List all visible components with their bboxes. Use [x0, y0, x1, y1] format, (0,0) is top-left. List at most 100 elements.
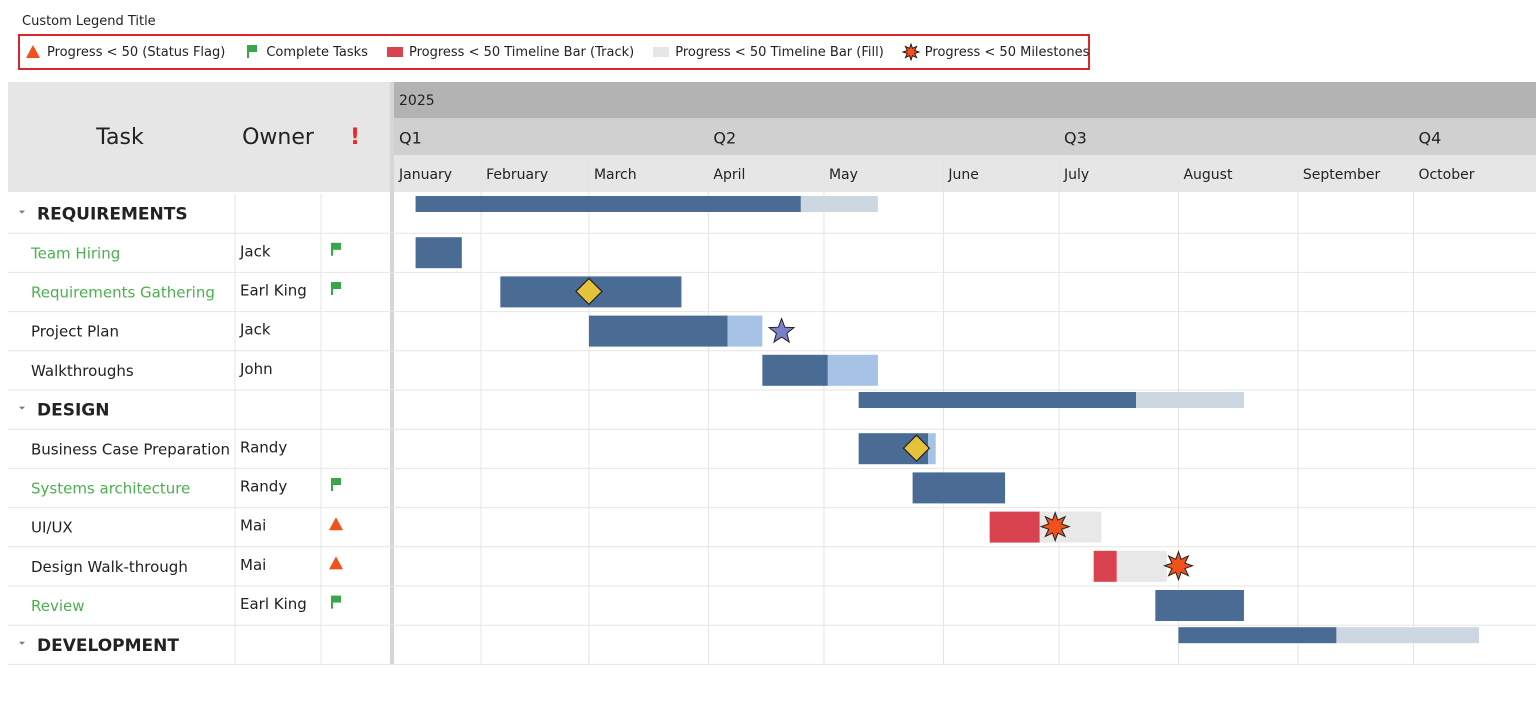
month-label: January [398, 167, 452, 183]
owner: Jack [239, 321, 271, 339]
legend-label: Progress < 50 (Status Flag) [47, 44, 226, 60]
group-name: DESIGN [37, 401, 109, 421]
collapse-caret [19, 210, 25, 214]
flag-cloth [333, 242, 341, 250]
month-label: March [594, 167, 637, 183]
legend-icon [26, 45, 40, 58]
milestone-diamond [575, 277, 603, 306]
flag-pole [331, 282, 333, 295]
column-header: ! [350, 125, 360, 150]
milestone-star [767, 317, 796, 344]
owner: Randy [240, 438, 287, 456]
progress-bar [762, 354, 828, 386]
progress-bar [858, 392, 1137, 408]
task-name: Requirements Gathering [31, 284, 215, 302]
owner: Mai [240, 556, 266, 574]
quarter-label: Q1 [399, 129, 422, 148]
quarter-label: Q4 [1418, 129, 1441, 148]
quarter-label: Q3 [1064, 129, 1087, 148]
owner: Jack [239, 242, 271, 260]
collapse-caret [19, 641, 25, 645]
flag-pole [247, 45, 250, 58]
legend-item: Progress < 50 (Status Flag) [24, 43, 225, 61]
grid-header [8, 82, 390, 192]
remaining-bar [1336, 627, 1479, 644]
owner: John [239, 360, 273, 378]
progress-bar [1093, 550, 1117, 582]
legend-title: Custom Legend Title [22, 14, 156, 29]
progress-bar [1155, 590, 1244, 621]
warning-icon [329, 517, 343, 531]
flag-pole [331, 242, 333, 256]
collapse-caret [19, 406, 25, 410]
month-label: August [1183, 167, 1233, 183]
month-label: April [713, 167, 745, 183]
remaining-bar [827, 354, 878, 386]
progress-bar [500, 276, 682, 308]
burst-icon [901, 43, 920, 61]
legend-item: Progress < 50 Timeline Bar (Fill) [652, 43, 884, 61]
remaining-bar [727, 315, 763, 347]
milestone-diamond [902, 434, 931, 463]
month-label: October [1418, 167, 1474, 183]
flag-cloth [333, 478, 341, 485]
splitter [390, 82, 394, 665]
task-name: Project Plan [31, 323, 119, 341]
month-label: June [947, 167, 979, 183]
remaining-bar [928, 433, 936, 465]
owner: Randy [240, 478, 287, 496]
remaining-bar [1116, 550, 1167, 582]
group-name: REQUIREMENTS [37, 205, 188, 225]
legend-item: Progress < 50 Milestones [901, 43, 1090, 61]
legend-icon [653, 47, 670, 57]
fill-icon [653, 47, 670, 57]
legend-icon [247, 45, 258, 58]
flag-cloth [249, 45, 258, 52]
milestone-burst [1039, 511, 1071, 543]
progress-bar [989, 511, 1040, 543]
group-name: DEVELOPMENT [37, 636, 179, 656]
legend-icon [386, 47, 403, 57]
remaining-bar [800, 196, 878, 212]
legend-label: Progress < 50 Timeline Bar (Track) [408, 44, 635, 60]
legend-item: Complete Tasks [243, 43, 368, 61]
legend-item: Progress < 50 Timeline Bar (Track) [386, 43, 634, 61]
progress-bar [1178, 627, 1337, 644]
task-name: Walkthroughs [31, 362, 134, 380]
task-name: Team Hiring [30, 244, 120, 262]
legend-label: Progress < 50 Timeline Bar (Fill) [675, 44, 884, 60]
column-header: Task [95, 125, 144, 150]
progress-bar [588, 315, 728, 347]
owner: Earl King [240, 282, 307, 300]
task-name: Design Walk-through [31, 558, 188, 576]
flag-pole [331, 595, 333, 609]
progress-bar [415, 237, 462, 269]
milestone-burst [1163, 550, 1194, 582]
month-label: July [1063, 167, 1089, 183]
flag-cloth [333, 595, 341, 603]
legend-icon [901, 43, 920, 61]
month-label: September [1303, 167, 1381, 183]
progress-bar [912, 472, 1006, 504]
legend-label: Complete Tasks [266, 44, 368, 60]
quarter-band [394, 118, 1536, 155]
task-name: UI/UX [31, 519, 73, 537]
year-band [394, 82, 1536, 118]
progress-bar [415, 196, 801, 212]
task-name: Business Case Preparation [31, 440, 230, 458]
track-icon [386, 47, 403, 57]
legend-label: Progress < 50 Milestones [924, 44, 1090, 60]
quarter-label: Q2 [713, 129, 736, 148]
warning-icon [26, 45, 40, 58]
owner: Mai [240, 517, 266, 535]
month-band [394, 155, 1536, 192]
remaining-bar [1136, 392, 1244, 408]
progress-bar [858, 433, 929, 465]
flag-pole [331, 478, 333, 491]
remaining-bar [1039, 511, 1102, 543]
task-name: Review [31, 597, 85, 615]
month-label: May [829, 167, 858, 183]
warning-icon [329, 556, 343, 570]
legend: Progress < 50 (Status Flag) Complete Task… [18, 34, 1090, 70]
